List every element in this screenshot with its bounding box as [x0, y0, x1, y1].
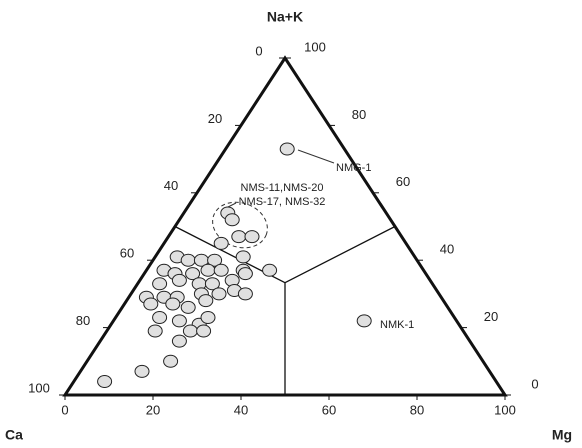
data-point	[279, 142, 295, 156]
mg-tick-label: 60	[322, 402, 336, 417]
ca-tick-label: 100	[28, 380, 50, 395]
ca-tick-label: 80	[76, 313, 90, 328]
annotation: NMS-11,NMS-20	[241, 182, 324, 194]
data-point	[224, 213, 240, 227]
data-point	[244, 230, 260, 244]
data-point	[171, 314, 187, 328]
nak-tick-label: 20	[484, 309, 498, 324]
ca-tick-label: 0	[255, 43, 262, 58]
data-point	[198, 294, 214, 308]
leader	[297, 149, 335, 164]
data-point	[237, 287, 253, 301]
data-point	[171, 334, 187, 348]
data-point	[204, 277, 220, 291]
data-point	[180, 253, 196, 267]
nak-tick-label: 0	[531, 376, 538, 391]
field-boundary	[284, 225, 396, 284]
data-point	[171, 273, 187, 287]
data-point	[262, 263, 278, 277]
data-point	[213, 263, 229, 277]
mg-tick-label: 80	[410, 402, 424, 417]
data-point	[163, 354, 179, 368]
cluster-outline	[212, 201, 268, 249]
data-point	[152, 310, 168, 324]
ca-tick-label: 40	[164, 178, 178, 193]
data-point	[182, 324, 198, 338]
nak-tick-label: 100	[304, 39, 326, 54]
data-point	[235, 250, 251, 264]
nak-tick-label: 60	[396, 174, 410, 189]
left-corner-label: Ca	[5, 427, 23, 443]
data-point	[213, 236, 229, 250]
annotation: NMS-17, NMS-32	[239, 196, 326, 208]
nak-tick-label: 80	[352, 107, 366, 122]
data-point	[165, 297, 181, 311]
data-point	[200, 263, 216, 277]
data-point	[180, 300, 196, 314]
right-corner-label: Mg	[552, 427, 572, 443]
mg-tick-label: 40	[234, 402, 248, 417]
data-point	[211, 287, 227, 301]
mg-tick-label: 20	[146, 402, 160, 417]
apex-label: Na+K	[267, 9, 303, 25]
mg-tick-label: 100	[494, 402, 516, 417]
data-point	[231, 230, 247, 244]
data-point	[207, 253, 223, 267]
mg-tick-label: 0	[61, 402, 68, 417]
annotation: NMK-1	[380, 319, 414, 331]
ca-tick-label: 60	[120, 246, 134, 261]
data-point	[200, 310, 216, 324]
annotation: NMG-1	[336, 162, 371, 174]
data-point	[147, 324, 163, 338]
data-point	[356, 314, 372, 328]
data-point	[152, 277, 168, 291]
ca-tick-label: 20	[208, 111, 222, 126]
data-point	[185, 267, 201, 281]
data-point	[143, 297, 159, 311]
data-point	[134, 364, 150, 378]
data-point	[97, 375, 113, 389]
data-point	[196, 324, 212, 338]
nak-tick-label: 40	[440, 242, 454, 257]
data-point	[237, 267, 253, 281]
